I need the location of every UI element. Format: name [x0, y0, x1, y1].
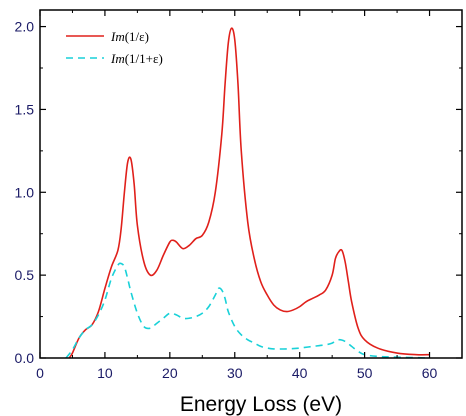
x-tick-label: 30	[227, 365, 243, 381]
legend-label-italic: Im	[110, 51, 125, 66]
x-axis-label: Energy Loss (eV)	[180, 393, 342, 416]
legend-label-rest: (1/ε)	[125, 29, 149, 44]
plot-frame	[39, 9, 463, 359]
x-tick-label: 60	[422, 365, 438, 381]
plot-area	[65, 27, 430, 359]
legend: Im(1/ε)Im(1/1+ε)	[66, 29, 163, 66]
legend-label-0: Im(1/ε)	[110, 29, 149, 44]
x-tick-label: 10	[97, 365, 113, 381]
x-tick-label: 0	[36, 365, 44, 381]
legend-label-italic: Im	[110, 29, 125, 44]
y-tick-label: 1.0	[15, 184, 35, 200]
y-tick-label: 0.5	[15, 267, 35, 283]
axis-ticks: 0 10 20 30 40 50 60 0.0 0.5 1.0 1.5 2.0	[15, 10, 462, 381]
legend-label-1: Im(1/1+ε)	[110, 51, 163, 66]
y-tick-label: 2.0	[15, 19, 35, 35]
series-line-1	[65, 262, 430, 359]
x-tick-label: 40	[292, 365, 308, 381]
y-tick-label: 0.0	[15, 350, 35, 366]
x-tick-label: 50	[357, 365, 373, 381]
y-tick-label: 1.5	[15, 101, 35, 117]
legend-label-rest: (1/1+ε)	[125, 51, 163, 66]
x-tick-label: 20	[162, 365, 178, 381]
series-line-0	[68, 27, 430, 359]
